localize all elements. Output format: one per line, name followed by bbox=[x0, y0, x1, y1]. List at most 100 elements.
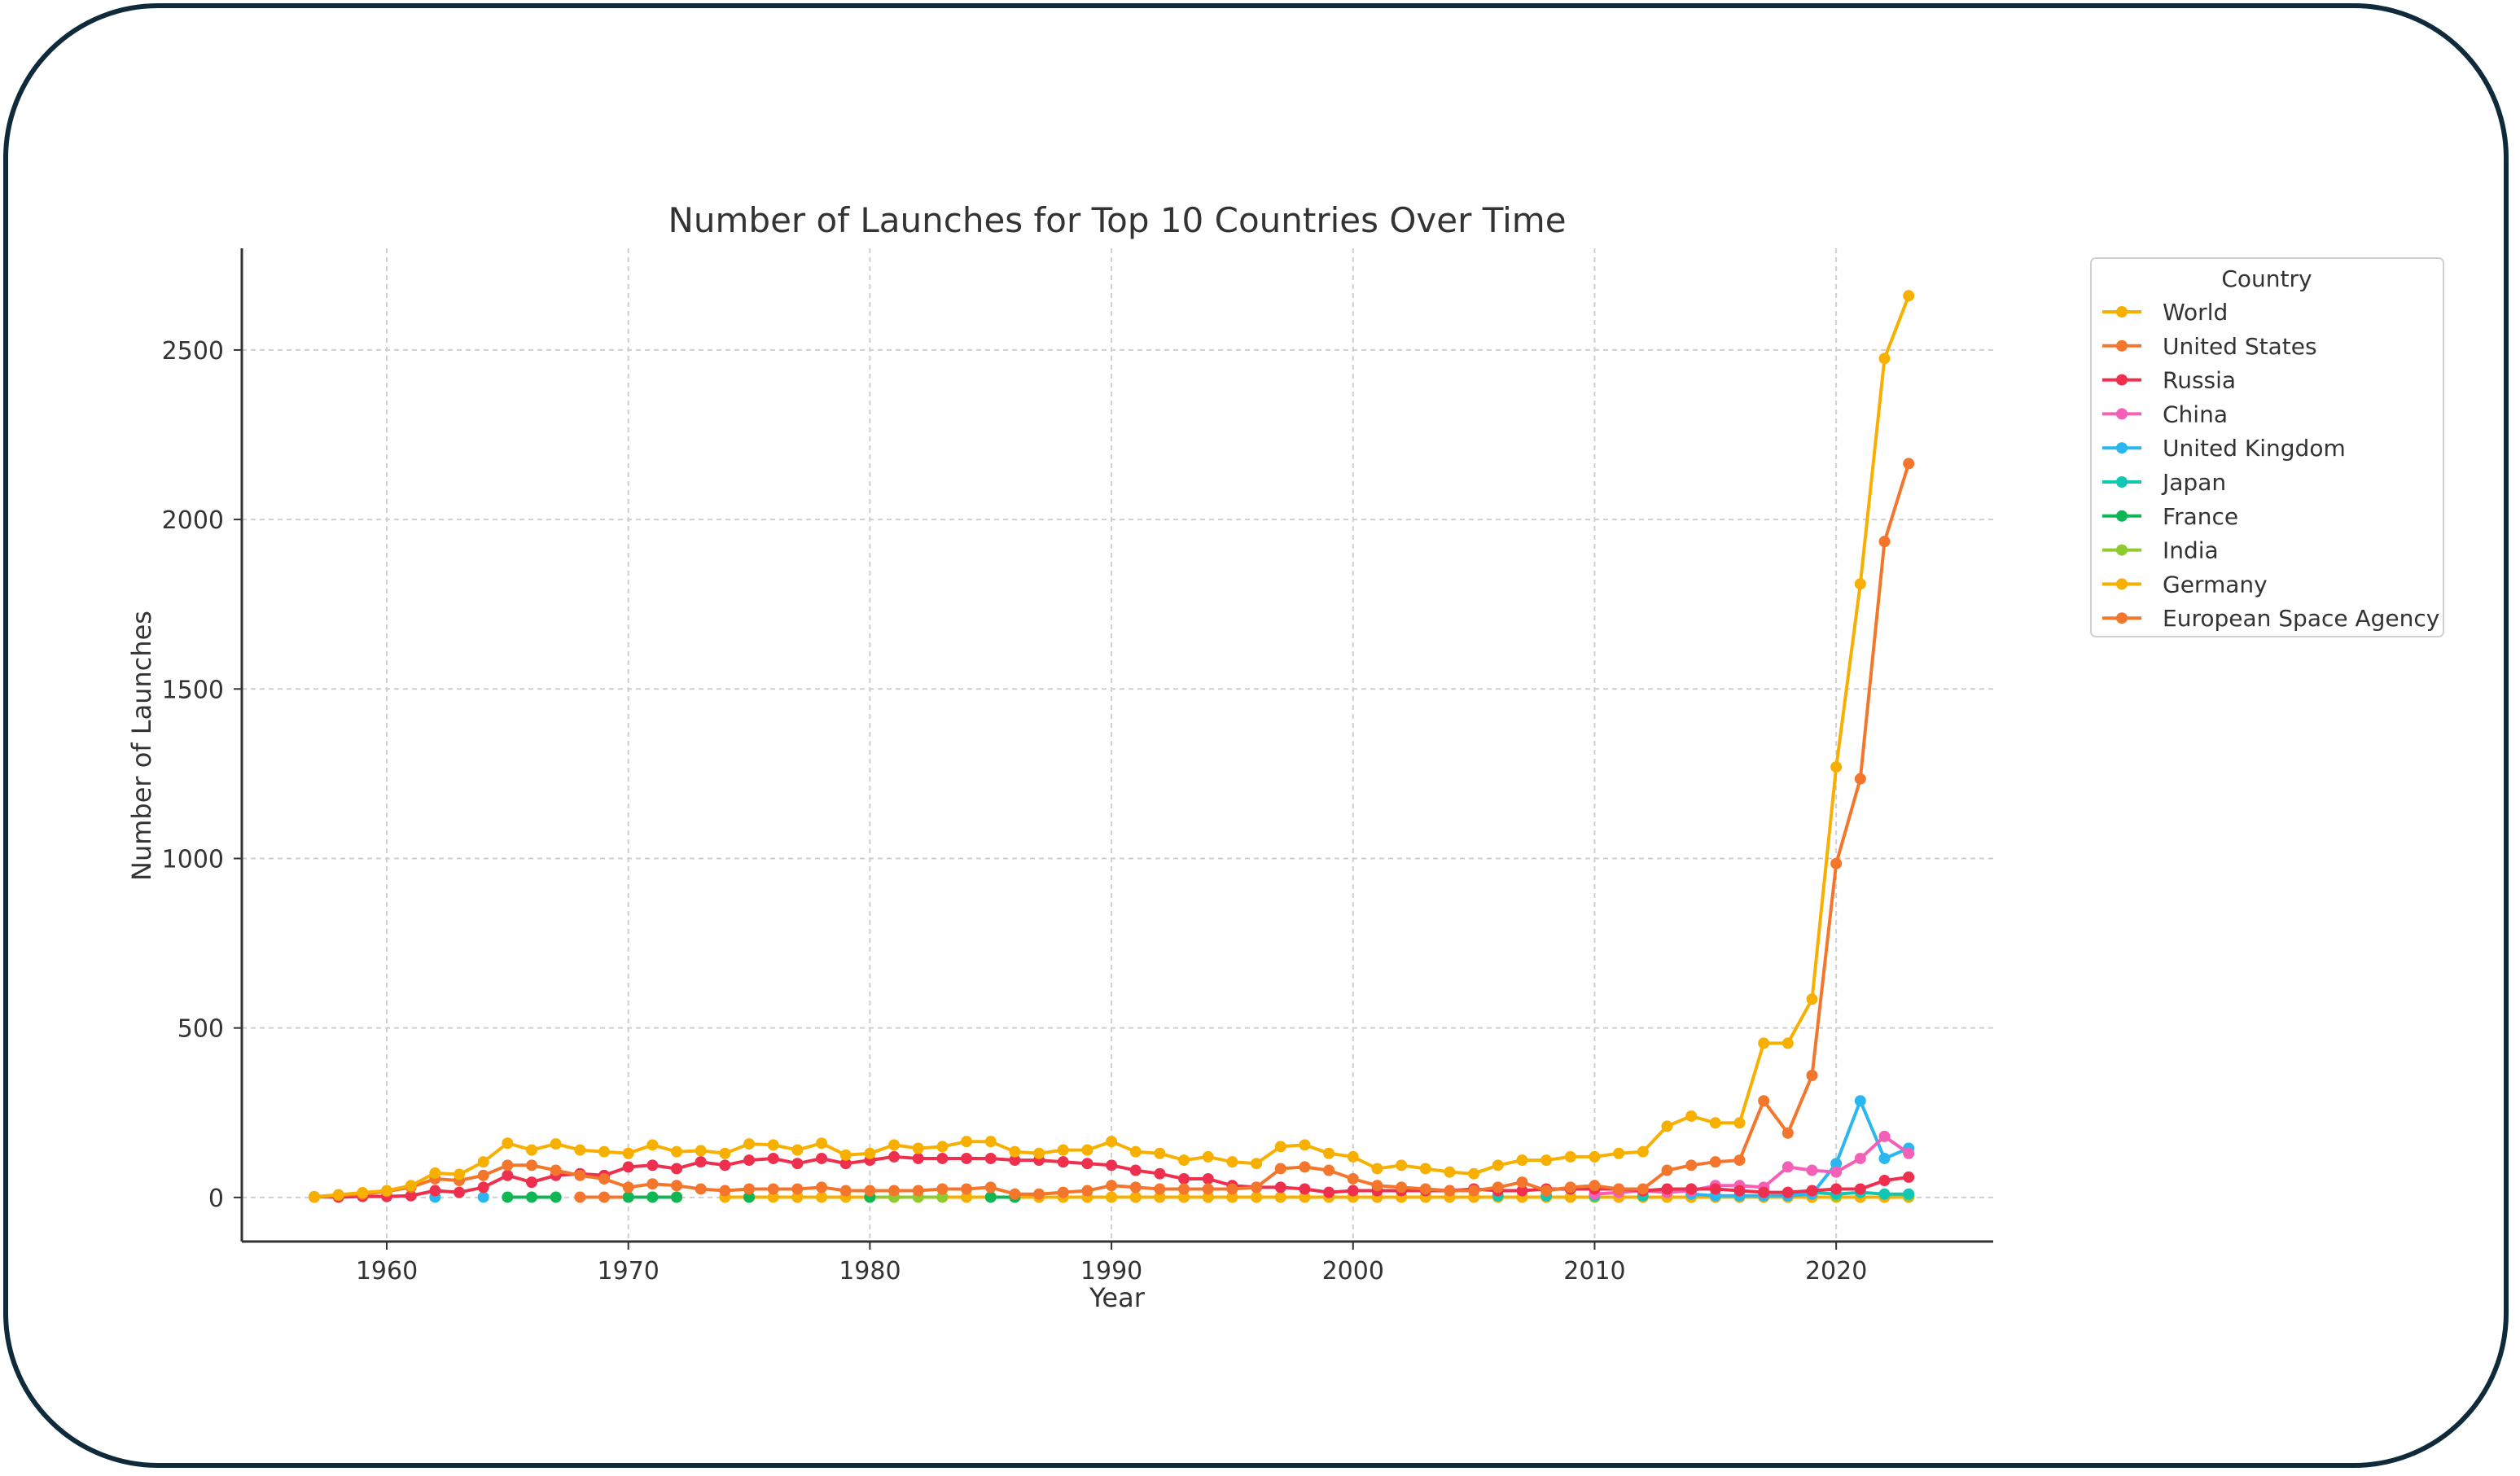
data-point bbox=[429, 1167, 441, 1179]
y-tick-label: 500 bbox=[177, 1015, 224, 1044]
data-point bbox=[961, 1191, 973, 1203]
data-point bbox=[1299, 1191, 1311, 1203]
series-world bbox=[309, 290, 1915, 1203]
data-point bbox=[1685, 1183, 1698, 1195]
data-point bbox=[695, 1145, 707, 1157]
data-point bbox=[1202, 1183, 1214, 1195]
legend-swatch-marker bbox=[2116, 544, 2128, 556]
data-point bbox=[1371, 1180, 1383, 1192]
data-point bbox=[1516, 1176, 1528, 1189]
legend-item: Germany bbox=[2102, 571, 2268, 598]
data-point bbox=[1274, 1181, 1286, 1194]
data-point bbox=[1154, 1183, 1166, 1195]
data-point bbox=[767, 1152, 779, 1164]
data-point bbox=[1758, 1095, 1770, 1107]
legend-item: Russia bbox=[2102, 367, 2236, 394]
data-point bbox=[816, 1137, 828, 1150]
x-tick-label: 1970 bbox=[598, 1257, 660, 1285]
data-point bbox=[646, 1159, 659, 1172]
data-point bbox=[1323, 1164, 1335, 1176]
legend-item: United States bbox=[2102, 333, 2317, 360]
data-point bbox=[671, 1163, 683, 1175]
chart-frame bbox=[3, 3, 2509, 1468]
data-point bbox=[1202, 1191, 1214, 1203]
data-point bbox=[1878, 1175, 1891, 1187]
data-point bbox=[1251, 1191, 1263, 1203]
legend-label: European Space Agency bbox=[2163, 605, 2439, 632]
data-point bbox=[1782, 1127, 1794, 1139]
data-point bbox=[1299, 1183, 1311, 1195]
data-point bbox=[1589, 1150, 1601, 1163]
data-point bbox=[454, 1186, 466, 1198]
data-point bbox=[984, 1191, 997, 1203]
ticks: 1960 1970 1980 1990 2000 2010 2020 0 500 1000 1500… bbox=[162, 337, 1868, 1285]
data-point bbox=[1758, 1186, 1770, 1198]
data-point bbox=[743, 1183, 756, 1195]
legend-item: European Space Agency bbox=[2102, 605, 2439, 632]
data-point bbox=[1564, 1191, 1576, 1203]
data-point bbox=[984, 1181, 997, 1194]
data-point bbox=[1613, 1183, 1625, 1195]
data-point bbox=[1661, 1183, 1673, 1195]
axes bbox=[240, 248, 1993, 1243]
legend-swatch-marker bbox=[2116, 339, 2128, 352]
data-point bbox=[1709, 1183, 1721, 1195]
y-tick-label: 0 bbox=[208, 1185, 224, 1213]
data-point bbox=[1154, 1167, 1166, 1180]
data-point bbox=[574, 1169, 586, 1181]
data-point bbox=[719, 1159, 731, 1172]
data-point bbox=[936, 1183, 949, 1195]
data-point bbox=[502, 1191, 514, 1203]
data-point bbox=[574, 1191, 586, 1203]
data-point bbox=[1830, 1183, 1843, 1195]
data-point bbox=[767, 1139, 779, 1151]
data-point bbox=[743, 1138, 756, 1150]
data-point bbox=[622, 1191, 634, 1203]
data-point bbox=[598, 1191, 611, 1203]
data-point bbox=[1903, 290, 1915, 302]
data-point bbox=[1033, 1188, 1045, 1200]
data-point bbox=[381, 1185, 393, 1197]
data-point bbox=[1347, 1185, 1359, 1197]
data-point bbox=[961, 1183, 973, 1195]
data-point bbox=[791, 1158, 804, 1170]
data-point bbox=[1129, 1164, 1142, 1176]
data-point bbox=[984, 1152, 997, 1164]
data-point bbox=[1661, 1120, 1673, 1132]
data-point bbox=[526, 1191, 538, 1203]
data-point bbox=[1444, 1185, 1456, 1197]
data-point bbox=[1637, 1145, 1649, 1158]
legend-label: China bbox=[2163, 401, 2228, 427]
data-point bbox=[574, 1144, 586, 1156]
data-point bbox=[622, 1181, 634, 1194]
data-point bbox=[1106, 1159, 1118, 1172]
data-point bbox=[1782, 1186, 1794, 1198]
data-point bbox=[1081, 1158, 1093, 1170]
data-point bbox=[1685, 1159, 1698, 1172]
legend-item: World bbox=[2102, 299, 2228, 326]
data-point bbox=[1347, 1172, 1359, 1185]
data-point bbox=[1323, 1186, 1335, 1198]
data-point bbox=[1878, 1130, 1891, 1142]
data-point bbox=[502, 1159, 514, 1172]
data-point bbox=[309, 1191, 321, 1203]
data-point bbox=[719, 1147, 731, 1159]
data-point bbox=[477, 1181, 489, 1194]
data-point bbox=[1371, 1163, 1383, 1175]
data-point bbox=[1081, 1144, 1093, 1156]
data-point bbox=[1057, 1186, 1069, 1198]
data-point bbox=[1782, 1161, 1794, 1173]
data-point bbox=[1878, 1188, 1891, 1200]
data-point bbox=[743, 1154, 756, 1167]
y-tick-label: 1000 bbox=[162, 845, 224, 874]
data-point bbox=[1419, 1183, 1431, 1195]
data-point bbox=[936, 1191, 949, 1203]
data-point bbox=[1903, 1147, 1915, 1159]
data-point bbox=[1178, 1191, 1190, 1203]
data-point bbox=[1854, 1095, 1866, 1107]
data-point bbox=[598, 1145, 611, 1158]
data-point bbox=[1830, 1166, 1843, 1178]
data-point bbox=[1009, 1154, 1021, 1167]
data-point bbox=[1274, 1163, 1286, 1175]
data-point bbox=[1129, 1181, 1142, 1194]
